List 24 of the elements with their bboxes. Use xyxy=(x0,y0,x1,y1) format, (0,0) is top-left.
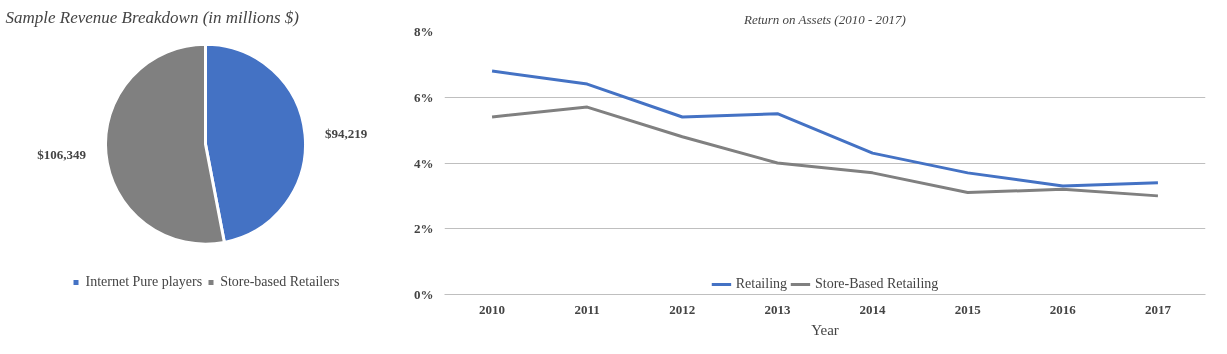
line-series xyxy=(490,105,1160,198)
y-tick-label: 6% xyxy=(414,89,434,105)
line-series xyxy=(490,69,1160,188)
x-tick-label: 2010 xyxy=(479,301,506,317)
x-tick-label: 2014 xyxy=(859,301,887,317)
x-tick-label: 2013 xyxy=(764,301,791,317)
legend-label: Store-Based Retailing xyxy=(815,276,939,292)
x-tick-label: 2017 xyxy=(1144,301,1172,317)
x-tick-label: 2015 xyxy=(954,301,982,317)
y-tick-label: 2% xyxy=(414,221,434,237)
x-tick-label: 2011 xyxy=(574,301,600,317)
data-label: $106,349 xyxy=(37,147,87,163)
x-tick-label: 2016 xyxy=(1049,301,1077,317)
legend-label: Internet Pure players xyxy=(85,274,203,290)
y-tick-label: 0% xyxy=(414,287,434,302)
x-tick-label: 2012 xyxy=(669,301,696,317)
data-label: $94,219 xyxy=(324,126,368,142)
legend-label: Retailing xyxy=(735,276,788,292)
chart-title: Return on Assets (2010 - 2017) xyxy=(742,11,906,27)
y-tick-label: 8% xyxy=(414,24,434,39)
legend-label: Store-based Retailers xyxy=(220,274,340,290)
chart-title: Sample Revenue Breakdown (in millions $) xyxy=(5,7,300,27)
y-tick-label: 4% xyxy=(414,155,434,171)
x-axis-title: Year xyxy=(811,321,839,338)
